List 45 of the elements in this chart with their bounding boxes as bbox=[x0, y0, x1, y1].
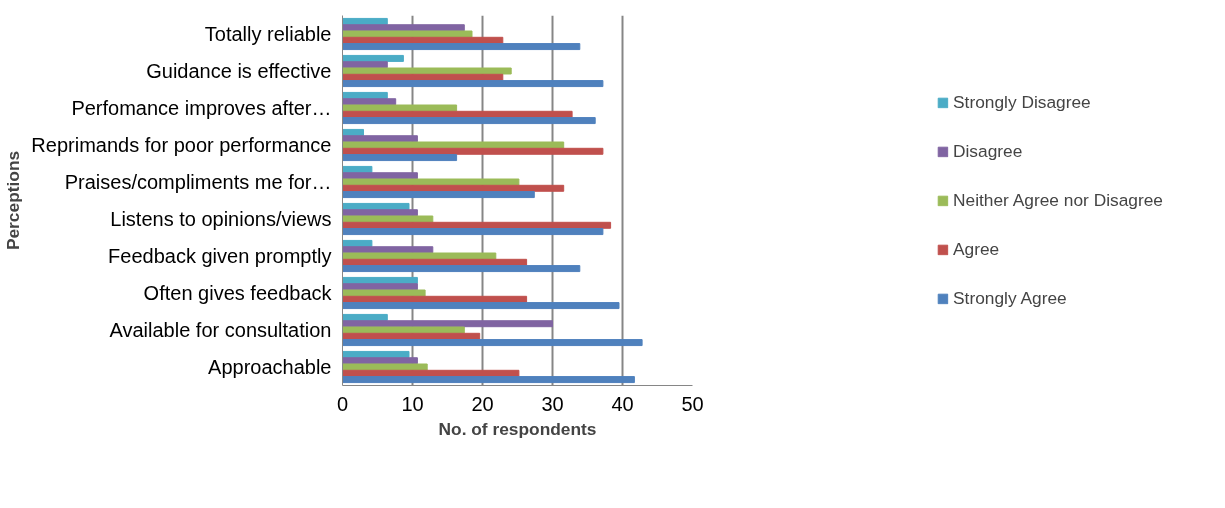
legend-label: Strongly Agree bbox=[953, 287, 1067, 309]
y-tick-label: Praises/compliments me for… bbox=[64, 171, 332, 193]
y-tick-label: Perfomance improves after… bbox=[71, 97, 332, 119]
legend-label: Agree bbox=[953, 238, 1000, 260]
y-tick-label: Totally reliable bbox=[204, 23, 332, 45]
x-tick-label: 20 bbox=[471, 392, 494, 415]
bar bbox=[342, 67, 512, 75]
x-tick-label: 10 bbox=[401, 392, 424, 415]
bar bbox=[342, 30, 473, 38]
bar bbox=[342, 154, 458, 162]
bar bbox=[342, 376, 635, 384]
y-tick-label: Approachable bbox=[208, 356, 332, 378]
bar bbox=[342, 363, 428, 371]
y-tick-label: Often gives feedback bbox=[143, 282, 333, 304]
bar bbox=[342, 339, 643, 347]
bar bbox=[342, 141, 565, 149]
x-tick-label: 0 bbox=[336, 392, 349, 415]
y-tick-label: Feedback given promptly bbox=[108, 245, 332, 267]
bar bbox=[342, 302, 620, 310]
bar bbox=[342, 320, 553, 328]
y-tick-label: Available for consultation bbox=[109, 319, 332, 341]
y-tick-label: Guidance is effective bbox=[146, 60, 332, 82]
x-tick-label: 30 bbox=[541, 392, 564, 415]
x-tick-label: 40 bbox=[611, 392, 634, 415]
legend-label: Strongly Disagree bbox=[953, 91, 1091, 113]
bar bbox=[342, 228, 604, 236]
legend-label: Disagree bbox=[953, 140, 1023, 162]
bar bbox=[342, 147, 604, 155]
bar bbox=[342, 252, 497, 260]
bar bbox=[342, 215, 434, 223]
y-tick-label: Reprimands for poor performance bbox=[31, 134, 332, 156]
bar bbox=[342, 289, 426, 297]
bar bbox=[342, 191, 535, 199]
bar bbox=[342, 80, 604, 88]
bar bbox=[342, 178, 520, 186]
bar bbox=[342, 326, 465, 334]
legend-label: Neither Agree nor Disagree bbox=[953, 189, 1163, 211]
bar bbox=[342, 104, 458, 112]
bar bbox=[342, 117, 596, 125]
x-axis-title: No. of respondents bbox=[438, 418, 597, 439]
y-axis-title: Perceptions bbox=[3, 150, 24, 251]
x-tick-label: 50 bbox=[681, 392, 704, 415]
bar bbox=[342, 43, 581, 51]
bar bbox=[342, 265, 581, 273]
y-tick-label: Listens to opinions/views bbox=[110, 208, 332, 230]
